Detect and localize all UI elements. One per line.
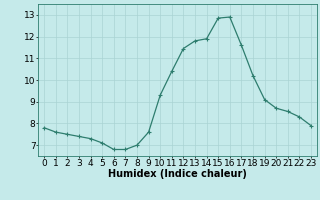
X-axis label: Humidex (Indice chaleur): Humidex (Indice chaleur) — [108, 169, 247, 179]
